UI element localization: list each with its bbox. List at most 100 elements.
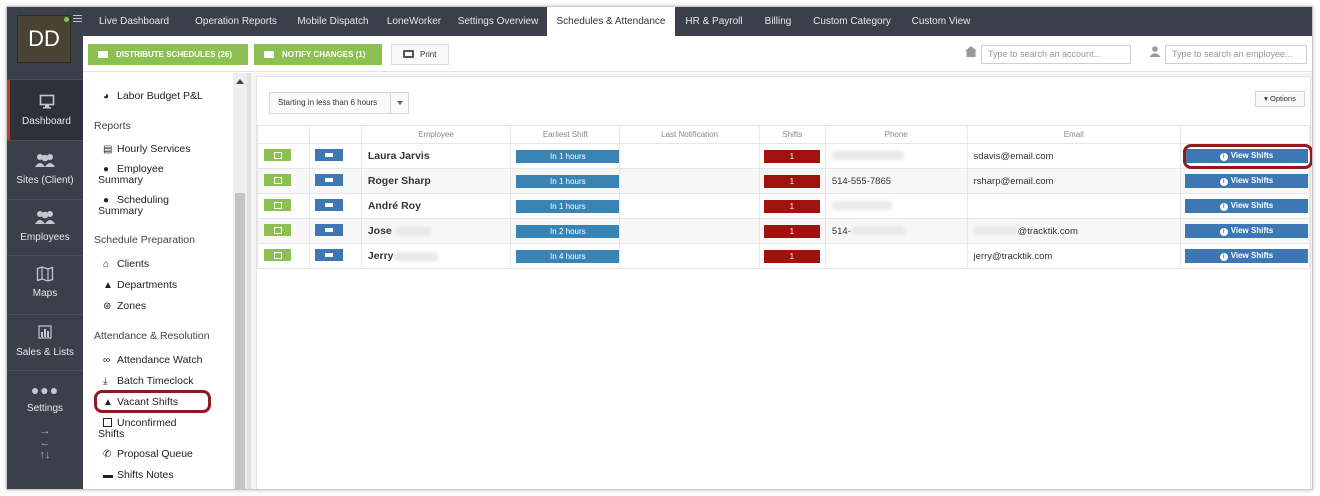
email-cell: rsharp@email.com <box>966 168 1181 194</box>
nav-item-employees[interactable]: Employees <box>7 200 83 255</box>
phone-icon: ✆ <box>103 449 112 460</box>
employee-name[interactable]: André Roy <box>360 193 512 219</box>
col-header-shifts[interactable]: Shifts <box>758 125 826 144</box>
view-shifts-button[interactable]: i View Shifts <box>1184 249 1308 263</box>
tab-operation-reports[interactable]: Operation Reports <box>195 16 277 27</box>
account-search-input[interactable]: Type to search an account... <box>981 45 1131 64</box>
options-button[interactable]: ▾ Options <box>1255 91 1305 107</box>
tab-schedules-attendance[interactable]: Schedules & Attendance <box>547 7 675 36</box>
menu-item-batch-timeclock[interactable]: ⤓ Batch Timeclock <box>103 375 194 388</box>
col-header-email[interactable]: Email <box>966 125 1181 144</box>
menu-item-departments[interactable]: ▲ Departments <box>103 279 178 292</box>
nav-item-settings[interactable]: ●●● Settings <box>7 371 83 426</box>
menu-item-vacant-shifts[interactable]: ▲ Vacant Shifts <box>103 396 179 409</box>
nav-label: Sites (Client) <box>16 175 74 186</box>
menu-item-clients[interactable]: ⌂ Clients <box>103 258 150 271</box>
cell: 1 <box>758 143 826 169</box>
notify-check-button[interactable] <box>264 223 291 236</box>
scrollbar-thumb[interactable] <box>235 193 245 489</box>
message-button[interactable] <box>314 248 343 261</box>
document-icon: ▤ <box>103 144 113 155</box>
employee-name[interactable]: Jose <box>360 218 512 244</box>
nav-divider <box>7 199 83 200</box>
print-button[interactable]: Print <box>391 44 449 65</box>
nav-item-sites[interactable]: Sites (Client) <box>7 141 83 201</box>
message-button[interactable] <box>314 223 343 236</box>
bar-chart-icon <box>7 325 83 343</box>
tab-custom-view[interactable]: Custom View <box>911 16 971 27</box>
notify-check-button[interactable] <box>264 173 291 186</box>
cell: 1 <box>758 243 826 269</box>
view-shifts-button[interactable]: i View Shifts <box>1184 174 1308 188</box>
avatar[interactable]: DD <box>17 15 71 63</box>
distribute-label: DISTRIBUTE SCHEDULES (26) <box>116 50 233 59</box>
schedules-sidebar: ◕ Labor Budget P&L Reports ▤ Hourly Servic… <box>83 73 233 489</box>
user-icon <box>1149 46 1161 58</box>
collapse-arrows-icon[interactable]: → ← ↑↓ <box>39 425 51 461</box>
tab-custom-category[interactable]: Custom Category <box>813 16 891 27</box>
col-header-phone[interactable]: Phone <box>824 125 968 144</box>
redacted-surname <box>393 251 438 261</box>
employee-name[interactable]: Laura Jarvis <box>360 143 512 169</box>
menu-item-employee-summary[interactable]: ● Employee Summary <box>98 163 164 186</box>
tab-live-dashboard[interactable]: Live Dashboard <box>98 16 170 27</box>
filter-value: Starting in less than 6 hours <box>278 98 378 107</box>
earliest-shift-badge: In 1 hours <box>516 174 620 188</box>
tab-loneworker[interactable]: LoneWorker <box>386 16 442 27</box>
app-window: DD Dashboard Sites (Client) Employees <box>6 6 1313 490</box>
cell: 1 <box>758 168 826 194</box>
redacted-surname <box>394 226 431 236</box>
view-shifts-button[interactable]: i View Shifts <box>1184 199 1308 213</box>
notify-check-button[interactable] <box>264 198 291 211</box>
nav-label: Sales & Lists <box>16 347 74 358</box>
menu-item-attendance-watch[interactable]: ∞ Attendance Watch <box>103 354 203 367</box>
nav-label: Settings <box>26 403 64 414</box>
cell: In 4 hours <box>510 243 621 269</box>
redacted-phone <box>831 151 904 161</box>
cell <box>257 193 310 219</box>
panel-splitter[interactable] <box>247 73 251 489</box>
nav-item-maps[interactable]: Maps <box>7 256 83 316</box>
cell: In 1 hours <box>510 168 621 194</box>
notify-check-button[interactable] <box>264 248 291 261</box>
email-cell: jerry@tracktik.com <box>966 243 1181 269</box>
menu-item-zones[interactable]: ⊛ Zones <box>103 300 147 313</box>
menu-item-hourly-services[interactable]: ▤ Hourly Services <box>103 143 191 156</box>
menu-item-scheduling-summary[interactable]: ● Scheduling Summary <box>98 194 169 217</box>
col-header-earliest-shift[interactable]: Earliest Shift <box>510 125 621 144</box>
employee-name[interactable]: Roger Sharp <box>360 168 512 194</box>
view-shifts-button[interactable]: i View Shifts <box>1184 224 1308 238</box>
cell: In 1 hours <box>510 193 621 219</box>
message-button[interactable] <box>314 198 343 211</box>
scroll-up-icon[interactable] <box>236 79 244 84</box>
notify-check-button[interactable] <box>264 148 291 161</box>
chevron-down-icon[interactable] <box>390 93 408 113</box>
nav-item-sales-lists[interactable]: Sales & Lists <box>7 315 83 370</box>
tab-mobile-dispatch[interactable]: Mobile Dispatch <box>297 16 369 27</box>
menu-item-shifts-notes[interactable]: ▬ Shifts Notes <box>103 469 174 482</box>
col-header-employee[interactable]: Employee <box>360 125 512 144</box>
sidebar-scrollbar[interactable] <box>233 73 247 489</box>
notify-changes-button[interactable]: NOTIFY CHANGES (1) <box>254 44 382 65</box>
menu-item-unconfirmed-shifts[interactable]: Unconfirmed Shifts <box>98 417 177 440</box>
menu-icon[interactable] <box>73 15 82 23</box>
employee-name[interactable]: Jerry <box>360 243 512 269</box>
nav-label: Maps <box>32 288 58 299</box>
view-shifts-button[interactable]: i View Shifts <box>1184 149 1308 163</box>
message-button[interactable] <box>314 148 343 161</box>
col-header-last-notification[interactable]: Last Notification <box>619 125 760 144</box>
nav-item-dashboard[interactable]: Dashboard <box>7 80 83 140</box>
employee-search-input[interactable]: Type to search an employee... <box>1165 45 1307 64</box>
tab-billing[interactable]: Billing <box>764 16 792 27</box>
tab-settings-overview[interactable]: Settings Overview <box>457 16 539 27</box>
time-filter-select[interactable]: Starting in less than 6 hours <box>269 92 409 114</box>
earliest-shift-badge: In 1 hours <box>516 199 620 213</box>
menu-item-labor-budget[interactable]: ◕ Labor Budget P&L <box>103 90 203 103</box>
table-row: Roger Sharp In 1 hours 1 514-555-7865 rs… <box>257 168 1311 194</box>
message-button[interactable] <box>314 173 343 186</box>
distribute-schedules-button[interactable]: DISTRIBUTE SCHEDULES (26) <box>88 44 248 65</box>
glasses-icon: ∞ <box>103 355 111 366</box>
tab-hr-payroll[interactable]: HR & Payroll <box>685 16 743 27</box>
menu-item-proposal-queue[interactable]: ✆ Proposal Queue <box>103 448 193 461</box>
